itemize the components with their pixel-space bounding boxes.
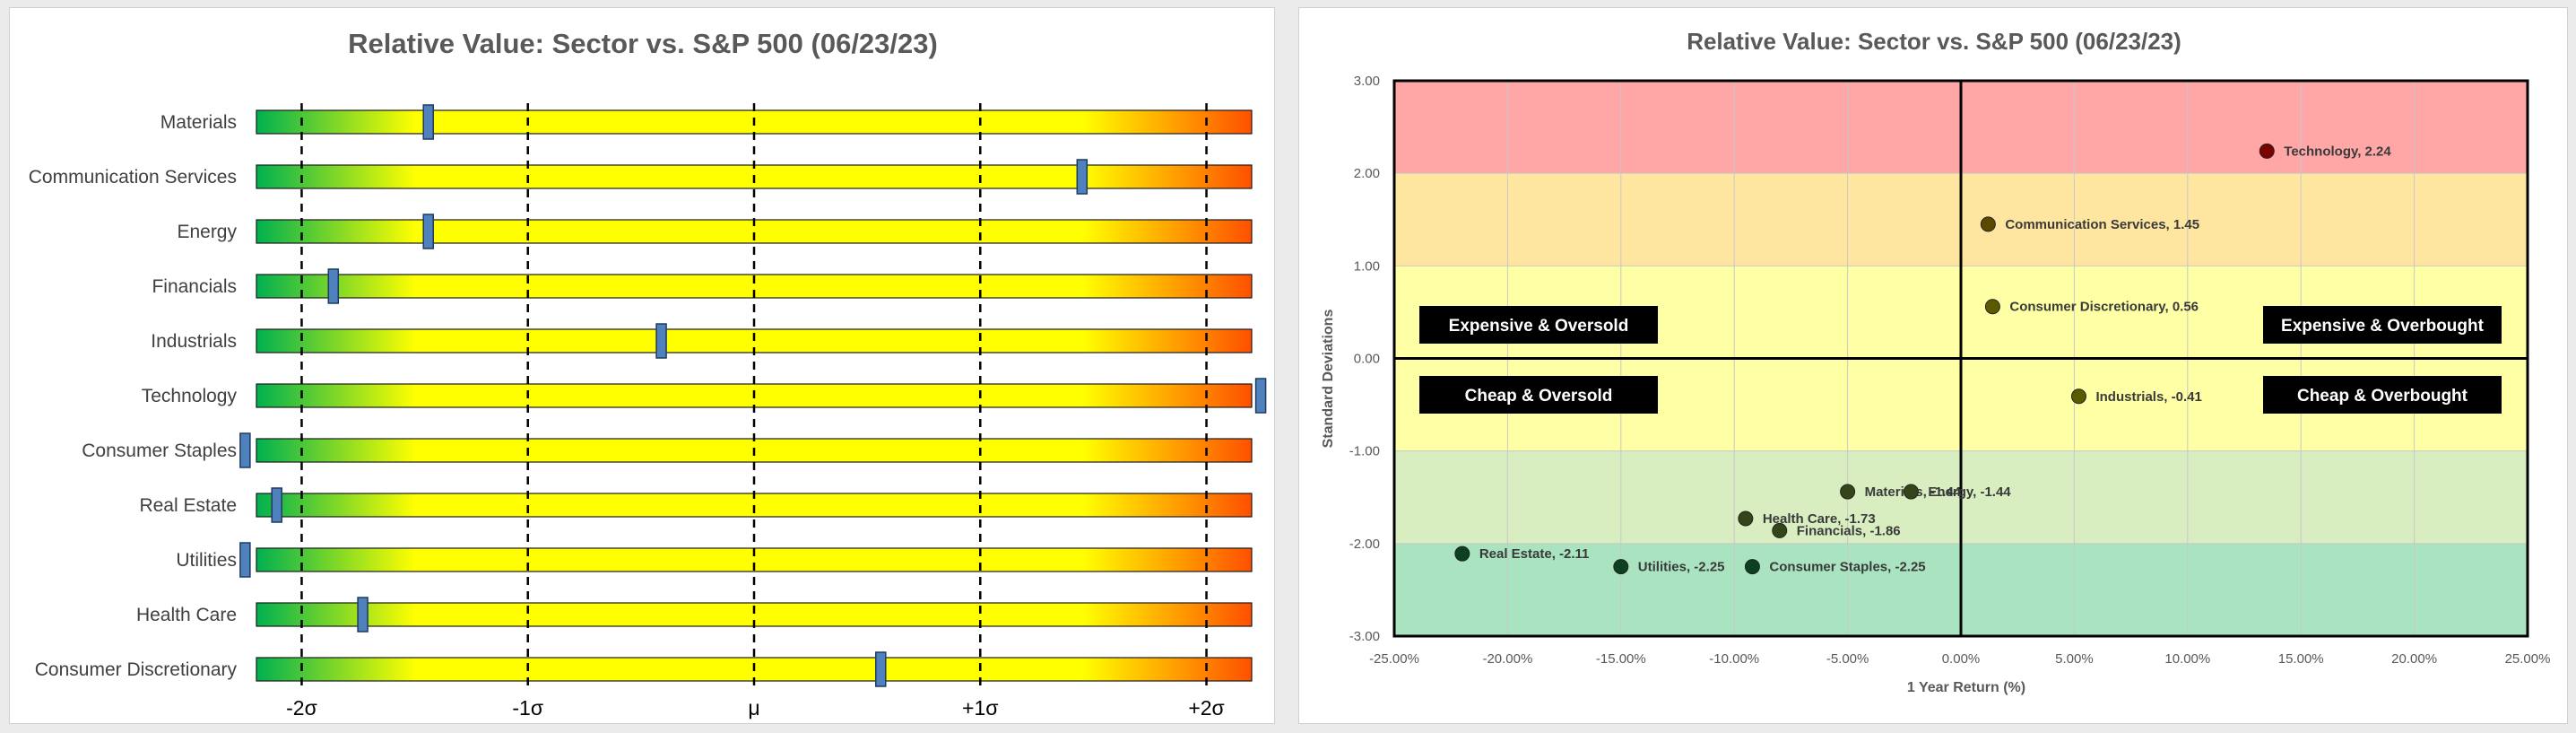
value-marker [1076, 159, 1089, 195]
scatter-point [1984, 299, 2000, 315]
x-tick-label: -5.00% [1826, 651, 1869, 667]
y-tick-label: -2.00 [1349, 537, 1380, 552]
point-label: Communication Services, 1.45 [2005, 217, 2199, 232]
point-label: Consumer Discretionary, 0.56 [2009, 300, 2199, 315]
x-tick-label: 0.00% [1942, 651, 1981, 667]
quadrant-labels: Expensive & Oversold Expensive & Overboug… [1419, 306, 2502, 414]
y-tick-label: -3.00 [1349, 629, 1380, 644]
x-tick-label: 20.00% [2391, 651, 2437, 667]
value-marker [422, 214, 434, 249]
x-tick-label: 15.00% [2278, 651, 2324, 667]
x-axis-title: 1 Year Return (%) [1907, 680, 2025, 695]
scatter-point [1454, 545, 1470, 562]
chart-title: Relative Value: Sector vs. S&P 500 (06/2… [1687, 28, 2181, 55]
y-tick-label: -1.00 [1349, 444, 1380, 459]
y-tick-label: 2.00 [1354, 166, 1380, 181]
x-tick-label: -10.00% [1709, 651, 1759, 667]
sigma-tick-label: μ [748, 696, 759, 720]
category-label: Industrials [151, 331, 237, 352]
x-tick-label: 5.00% [2055, 651, 2094, 667]
quadrant-label-box [1419, 306, 1658, 344]
sector-sigma-bar-chart: Relative Value: Sector vs. S&P 500 (06/2… [9, 7, 1275, 724]
category-label: Consumer Discretionary [35, 659, 238, 680]
sigma-tick-label: -1σ [512, 696, 543, 720]
point-label: Health Care, -1.73 [1763, 511, 1876, 527]
point-label: Industrials, -0.41 [2095, 389, 2201, 405]
x-axis-ticks: -25.00% -20.00% -15.00% -10.00% -5.00% 0.00% 5… [1369, 651, 2550, 667]
value-marker [655, 323, 667, 359]
x-tick-label: -25.00% [1369, 651, 1419, 667]
sector-scatter-chart: Relative Value: Sector vs. S&P 500 (06/2… [1298, 7, 2568, 724]
quadrant-label-box [2263, 376, 2502, 414]
category-label: Financials [152, 276, 237, 297]
category-label: Communication Services [29, 167, 237, 188]
point-label: Real Estate, -2.11 [1479, 546, 1590, 562]
category-label: Materials [160, 112, 237, 133]
quadrant-label-bottom-right: Cheap & Overbought [2297, 387, 2468, 406]
quadrant-label-top-left: Expensive & Oversold [1449, 317, 1629, 336]
category-label: Real Estate [139, 495, 237, 516]
sigma-markers [239, 104, 1267, 687]
point-label: Financials, -1.86 [1797, 523, 1901, 538]
scatter-point [1613, 559, 1629, 575]
scatter-chart-svg: Relative Value: Sector vs. S&P 500 (06/2… [1321, 28, 2550, 695]
category-label: Technology [142, 386, 238, 406]
category-label: Consumer Staples [82, 441, 237, 461]
sigma-tick-label: +2σ [1188, 696, 1224, 720]
value-marker [239, 542, 251, 578]
value-marker [875, 651, 887, 687]
scatter-point [1772, 522, 1788, 538]
sigma-reference-lines [300, 103, 1208, 689]
point-label: Utilities, -2.25 [1638, 560, 1725, 575]
chart-title: Relative Value: Sector vs. S&P 500 (06/2… [348, 28, 938, 59]
value-marker [327, 268, 340, 304]
sigma-tick-label: +1σ [962, 696, 998, 720]
scatter-point [1980, 216, 1996, 232]
scatter-point [1738, 510, 1754, 527]
scatter-point [1903, 484, 1919, 500]
quadrant-label-top-right: Expensive & Overbought [2281, 317, 2485, 336]
quadrant-label-bottom-left: Cheap & Oversold [1465, 387, 1613, 406]
category-label: Utilities [176, 550, 237, 571]
category-label: Energy [177, 222, 237, 242]
scatter-point [2070, 388, 2086, 405]
x-tick-label: -15.00% [1596, 651, 1646, 667]
scatter-point [1840, 484, 1856, 500]
scatter-point [1744, 559, 1760, 575]
x-tick-label: -20.00% [1482, 651, 1532, 667]
value-marker [271, 487, 282, 523]
point-label: Consumer Staples, -2.25 [1769, 560, 1925, 575]
sigma-bar-chart-svg: Relative Value: Sector vs. S&P 500 (06/2… [29, 28, 1267, 720]
y-tick-label: 1.00 [1354, 258, 1380, 274]
value-marker [1254, 378, 1267, 414]
y-axis-ticks: 3.00 2.00 1.00 0.00 -1.00 -2.00 -3.00 [1349, 74, 1380, 644]
sigma-bars: Materials Communication Services Energy Fin… [29, 109, 1253, 682]
sigma-axis-labels: -2σ -1σ μ +1σ +2σ [286, 696, 1225, 720]
category-label: Health Care [136, 605, 237, 625]
quadrant-label-box [1419, 376, 1658, 414]
x-tick-label: 25.00% [2505, 651, 2551, 667]
y-tick-label: 0.00 [1354, 352, 1380, 367]
quadrant-label-box [2263, 306, 2502, 344]
sigma-tick-label: -2σ [286, 696, 317, 720]
x-tick-label: 10.00% [2164, 651, 2210, 667]
scatter-points: Technology, 2.24 Communication Services, … [1454, 143, 2391, 575]
point-label: Technology, 2.24 [2284, 144, 2391, 159]
scatter-point [2259, 143, 2275, 159]
quadrant-axes [1392, 79, 2529, 638]
value-marker [239, 432, 251, 468]
y-axis-title: Standard Deviations [1321, 310, 1336, 449]
value-marker [422, 104, 434, 140]
point-label: Energy, -1.44 [1928, 484, 2011, 500]
y-tick-label: 3.00 [1354, 74, 1380, 89]
value-marker [357, 597, 369, 633]
